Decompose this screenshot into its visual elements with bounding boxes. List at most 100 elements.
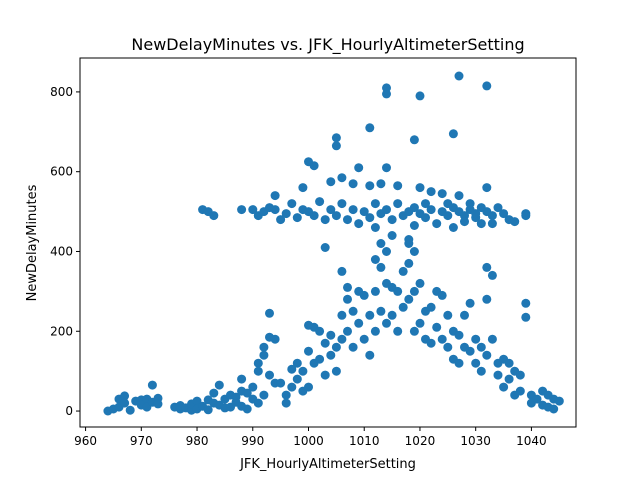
scatter-point bbox=[359, 207, 369, 217]
scatter-point bbox=[270, 191, 280, 201]
scatter-point bbox=[415, 278, 425, 288]
scatter-point bbox=[476, 342, 486, 352]
scatter-point bbox=[292, 213, 302, 223]
scatter-point bbox=[376, 239, 386, 248]
scatter-point bbox=[376, 306, 386, 316]
x-tick-label: 1040 bbox=[516, 434, 547, 448]
scatter-point bbox=[365, 123, 375, 133]
scatter-point bbox=[237, 374, 247, 384]
scatter-point bbox=[265, 370, 274, 380]
scatter-point bbox=[426, 302, 436, 312]
scatter-point bbox=[415, 91, 425, 101]
scatter-point bbox=[348, 306, 358, 316]
scatter-point bbox=[454, 191, 464, 201]
scatter-point bbox=[343, 215, 352, 225]
scatter-point bbox=[504, 358, 514, 368]
scatter-point bbox=[281, 398, 291, 408]
scatter-point bbox=[253, 398, 263, 408]
scatter-point bbox=[465, 298, 475, 308]
scatter-point bbox=[482, 183, 492, 193]
scatter-point bbox=[387, 231, 397, 240]
scatter-point bbox=[153, 399, 163, 409]
scatter-point bbox=[370, 326, 380, 336]
scatter-point bbox=[382, 163, 391, 173]
scatter-point bbox=[320, 370, 330, 380]
scatter-point bbox=[382, 318, 391, 328]
scatter-point bbox=[376, 179, 386, 189]
scatter-point bbox=[259, 390, 269, 400]
scatter-point bbox=[214, 380, 224, 390]
scatter-point bbox=[326, 350, 336, 360]
scatter-point bbox=[404, 235, 414, 244]
scatter-point bbox=[409, 203, 419, 213]
scatter-point bbox=[554, 396, 564, 406]
scatter-point bbox=[487, 334, 497, 344]
scatter-point bbox=[521, 211, 531, 221]
scatter-point bbox=[354, 219, 364, 229]
scatter-point bbox=[147, 380, 157, 390]
y-tick-label: 400 bbox=[50, 244, 73, 258]
scatter-point bbox=[298, 183, 308, 193]
scatter-point bbox=[460, 310, 469, 320]
scatter-point bbox=[359, 290, 369, 300]
scatter-point bbox=[510, 217, 520, 227]
scatter-point bbox=[460, 217, 469, 227]
scatter-point bbox=[331, 211, 341, 221]
scatter-point bbox=[532, 394, 542, 404]
scatter-point bbox=[465, 346, 475, 356]
scatter-point bbox=[331, 366, 341, 376]
scatter-point bbox=[493, 370, 503, 380]
scatter-point bbox=[515, 370, 525, 380]
scatter-point bbox=[387, 215, 397, 225]
scatter-point bbox=[382, 89, 391, 99]
scatter-point bbox=[421, 199, 430, 209]
scatter-point bbox=[521, 312, 531, 322]
scatter-point bbox=[320, 338, 330, 348]
scatter-point bbox=[521, 298, 531, 308]
y-tick-label: 200 bbox=[50, 324, 73, 338]
scatter-point bbox=[348, 342, 358, 352]
scatter-point bbox=[499, 382, 509, 392]
scatter-point bbox=[125, 405, 135, 415]
scatter-point bbox=[493, 203, 503, 213]
scatter-point bbox=[253, 358, 263, 368]
scatter-point bbox=[365, 350, 375, 360]
scatter-point bbox=[326, 330, 336, 340]
x-tick-label: 960 bbox=[74, 434, 97, 448]
scatter-point bbox=[320, 215, 330, 225]
scatter-point bbox=[398, 266, 408, 276]
scatter-point bbox=[482, 81, 492, 91]
scatter-point bbox=[209, 211, 219, 221]
scatter-point bbox=[398, 302, 408, 312]
scatter-point bbox=[443, 211, 453, 221]
scatter-point bbox=[348, 179, 358, 189]
scatter-point bbox=[365, 213, 375, 223]
y-tick-label: 600 bbox=[50, 165, 73, 179]
scatter-point bbox=[432, 219, 442, 229]
scatter-point bbox=[482, 350, 492, 360]
scatter-point bbox=[515, 386, 525, 396]
scatter-point bbox=[421, 213, 430, 223]
scatter-point bbox=[404, 258, 414, 268]
x-tick-label: 1020 bbox=[405, 434, 436, 448]
scatter-point bbox=[365, 181, 375, 191]
x-axis-label: JFK_HourlyAltimeterSetting bbox=[239, 457, 416, 472]
scatter-point bbox=[409, 247, 419, 256]
scatter-point bbox=[248, 382, 258, 392]
scatter-point bbox=[326, 177, 336, 187]
scatter-point bbox=[337, 173, 347, 183]
scatter-point bbox=[320, 243, 330, 252]
scatter-point bbox=[287, 382, 297, 392]
scatter-point bbox=[259, 350, 269, 360]
scatter-point bbox=[343, 282, 352, 292]
x-tick-label: 1030 bbox=[460, 434, 491, 448]
scatter-point bbox=[331, 342, 341, 352]
scatter-point bbox=[370, 255, 380, 264]
y-tick-label: 800 bbox=[50, 85, 73, 99]
scatter-point bbox=[265, 308, 274, 318]
scatter-point bbox=[331, 133, 341, 143]
scatter-point bbox=[343, 326, 352, 336]
scatter-point bbox=[354, 163, 364, 173]
scatter-point bbox=[120, 398, 130, 408]
